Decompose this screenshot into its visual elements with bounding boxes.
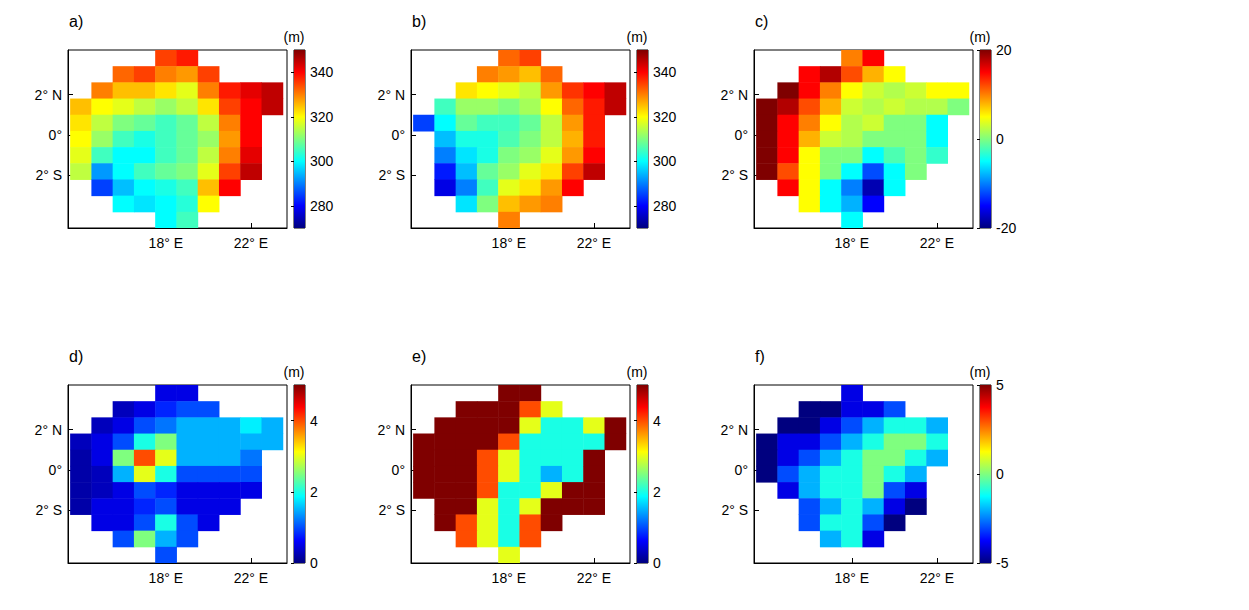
svg-text:2: 2	[310, 484, 318, 500]
svg-text:2° N: 2° N	[378, 87, 405, 103]
svg-text:4: 4	[310, 413, 318, 429]
svg-text:(m): (m)	[284, 364, 305, 380]
svg-text:-5: -5	[996, 555, 1009, 571]
svg-text:5: 5	[996, 377, 1004, 393]
svg-text:0: 0	[310, 555, 318, 571]
svg-text:2° S: 2° S	[721, 502, 748, 518]
svg-text:340: 340	[653, 64, 677, 80]
svg-text:2° N: 2° N	[378, 422, 405, 438]
svg-text:300: 300	[310, 153, 334, 169]
svg-text:2: 2	[653, 484, 661, 500]
svg-text:280: 280	[653, 198, 677, 214]
svg-text:0°: 0°	[735, 462, 748, 478]
svg-text:22° E: 22° E	[577, 570, 611, 586]
svg-text:2° N: 2° N	[35, 422, 62, 438]
svg-text:280: 280	[310, 198, 334, 214]
svg-text:340: 340	[310, 64, 334, 80]
svg-text:b): b)	[412, 13, 426, 30]
svg-text:2° S: 2° S	[721, 167, 748, 183]
svg-text:(m): (m)	[970, 364, 991, 380]
svg-text:d): d)	[69, 348, 83, 365]
svg-text:(m): (m)	[627, 364, 648, 380]
svg-text:22° E: 22° E	[234, 570, 268, 586]
svg-text:c): c)	[755, 13, 768, 30]
svg-text:-20: -20	[996, 220, 1016, 236]
svg-text:320: 320	[653, 109, 677, 125]
svg-text:2° S: 2° S	[35, 167, 62, 183]
svg-text:0: 0	[653, 555, 661, 571]
svg-text:2° N: 2° N	[721, 87, 748, 103]
svg-text:320: 320	[310, 109, 334, 125]
svg-text:0°: 0°	[49, 462, 62, 478]
svg-text:4: 4	[653, 413, 661, 429]
svg-text:0°: 0°	[735, 127, 748, 143]
svg-text:(m): (m)	[970, 29, 991, 45]
svg-text:18° E: 18° E	[835, 235, 869, 251]
svg-text:22° E: 22° E	[920, 235, 954, 251]
svg-text:(m): (m)	[284, 29, 305, 45]
svg-text:20: 20	[996, 42, 1012, 58]
svg-text:e): e)	[412, 348, 426, 365]
svg-text:f): f)	[755, 348, 765, 365]
svg-text:2° N: 2° N	[721, 422, 748, 438]
svg-text:22° E: 22° E	[577, 235, 611, 251]
svg-text:0°: 0°	[392, 127, 405, 143]
svg-text:2° N: 2° N	[35, 87, 62, 103]
svg-text:(m): (m)	[627, 29, 648, 45]
svg-text:300: 300	[653, 153, 677, 169]
svg-text:0°: 0°	[392, 462, 405, 478]
svg-text:22° E: 22° E	[920, 570, 954, 586]
svg-text:18° E: 18° E	[149, 235, 183, 251]
svg-text:18° E: 18° E	[492, 235, 526, 251]
svg-text:2° S: 2° S	[378, 167, 405, 183]
svg-text:2° S: 2° S	[378, 502, 405, 518]
svg-text:22° E: 22° E	[234, 235, 268, 251]
svg-text:2° S: 2° S	[35, 502, 62, 518]
svg-text:18° E: 18° E	[835, 570, 869, 586]
svg-text:0: 0	[996, 466, 1004, 482]
svg-text:18° E: 18° E	[149, 570, 183, 586]
svg-text:0: 0	[996, 131, 1004, 147]
svg-text:18° E: 18° E	[492, 570, 526, 586]
svg-text:a): a)	[69, 13, 83, 30]
svg-text:0°: 0°	[49, 127, 62, 143]
